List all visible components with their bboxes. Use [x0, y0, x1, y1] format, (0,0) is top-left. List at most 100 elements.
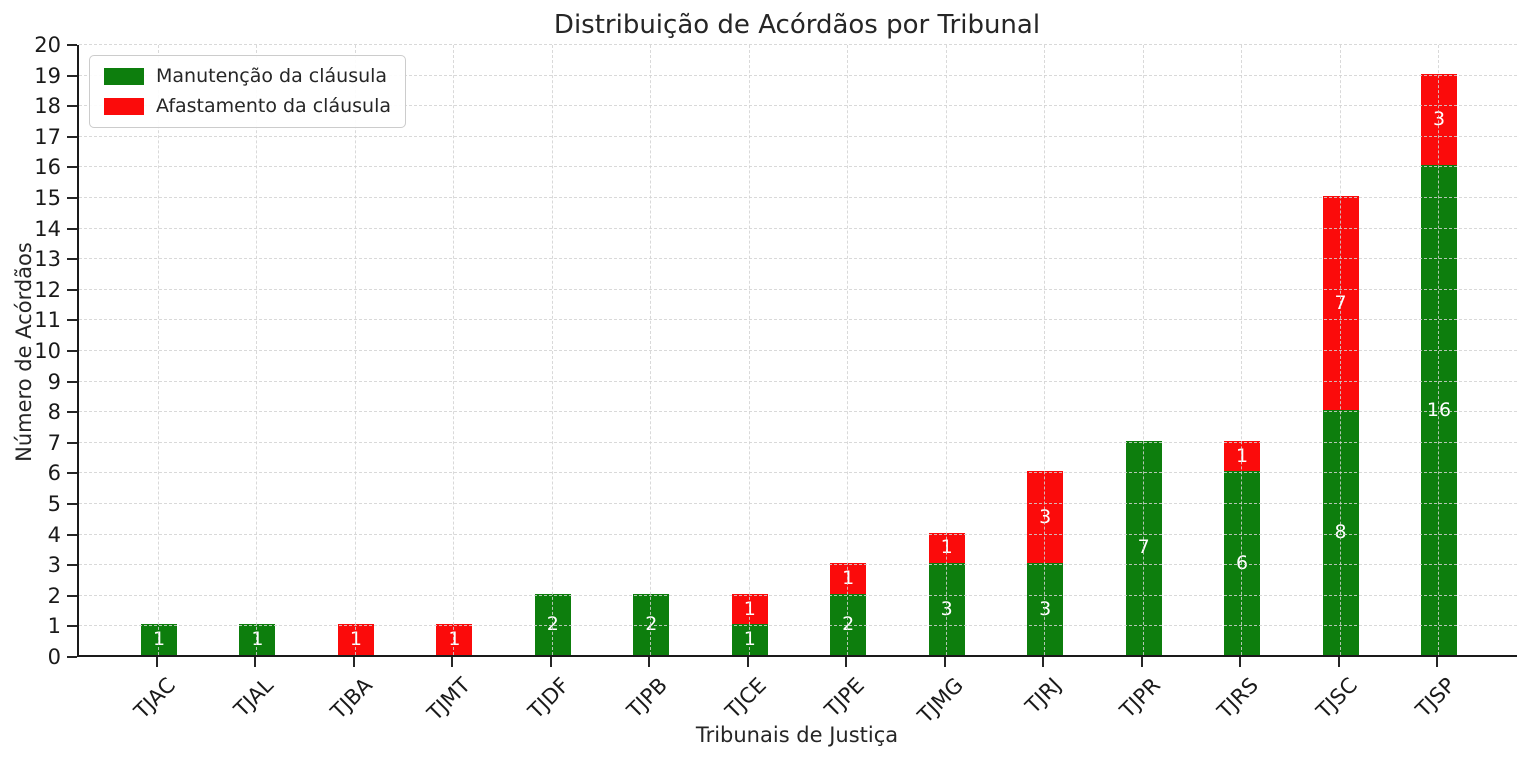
chart-title: Distribuição de Acórdãos por Tribunal	[553, 10, 1041, 40]
x-axis-tick-label: TJAL	[229, 673, 279, 722]
x-axis-tick-label: TJMG	[912, 673, 968, 728]
x-axis-tick-label: TJCE	[720, 673, 771, 724]
x-axis-tick-label: TJSP	[1411, 673, 1460, 722]
x-axis-tick-label: TJPE	[820, 673, 870, 722]
y-axis-tick-label: 10	[34, 339, 61, 363]
legend-swatch-manutencao	[104, 67, 144, 85]
bar-value-label: 1	[1236, 444, 1249, 467]
y-axis-tick-label: 6	[47, 461, 61, 486]
legend: Manutenção da cláusula Afastamento da clá…	[89, 55, 407, 128]
bar-value-label: 6	[1236, 551, 1249, 574]
bar-value-label: 2	[645, 612, 658, 635]
bars-layer: 1 1 1 1 2 2 1 1 2 1 3 1 3 3 7 6 1 8 7 16 3	[79, 45, 1517, 655]
bar-value-label: 1	[251, 628, 264, 651]
bar-value-label: 1	[743, 597, 756, 620]
x-axis-tick	[451, 657, 454, 667]
bar-segment-manutencao: 2	[534, 593, 571, 655]
bar-value-label: 1	[743, 628, 756, 651]
bar-value-label: 1	[349, 628, 362, 651]
bar-segment-manutencao: 1	[141, 624, 177, 655]
x-axis-tick	[1239, 657, 1242, 667]
y-axis-tick-label: 11	[34, 308, 61, 333]
bar-segment-afastamento: 1	[337, 624, 374, 655]
y-axis-tick	[67, 441, 77, 444]
bar-segment-afastamento: 1	[731, 593, 768, 625]
bar-segment-manutencao: 16	[1421, 165, 1457, 655]
bar-value-label: 1	[152, 628, 166, 651]
x-axis-tick	[156, 657, 158, 667]
bar-segment-manutencao: 2	[830, 593, 867, 655]
x-axis-tick-label: TJAC	[129, 673, 180, 724]
bar-value-label: 3	[1039, 597, 1052, 620]
x-axis-tick-label: TJRS	[1212, 673, 1264, 724]
bar-segment-afastamento: 3	[1027, 471, 1064, 564]
legend-label: Afastamento da cláusula	[156, 94, 392, 117]
bar-segment-manutencao: 7	[1125, 440, 1162, 655]
x-axis-tick	[1042, 657, 1045, 667]
y-axis-tick	[67, 533, 77, 536]
bar-value-label: 3	[1039, 505, 1052, 528]
y-axis-tick-label: 4	[47, 522, 61, 547]
bar-value-label: 8	[1334, 521, 1347, 544]
y-axis-tick-label: 17	[34, 124, 61, 149]
y-axis-tick-label: 2	[47, 583, 61, 608]
x-axis-tick	[943, 657, 946, 667]
bar-segment-manutencao: 3	[928, 563, 965, 655]
y-axis-tick-label: 5	[47, 492, 61, 516]
x-axis-tick	[1337, 657, 1340, 667]
bar-segment-afastamento: 1	[436, 624, 473, 655]
y-axis-tick	[67, 472, 77, 475]
y-axis-tick	[67, 564, 77, 567]
x-axis-tick-label: TJMT	[423, 673, 476, 726]
x-axis-label: Tribunais de Justiça	[695, 723, 899, 747]
x-axis-tick	[352, 657, 355, 667]
bar-segment-manutencao: 2	[633, 593, 670, 655]
bar-value-label: 3	[940, 597, 953, 620]
y-axis-tick-label: 20	[34, 33, 61, 57]
y-axis-tick	[67, 656, 77, 658]
legend-swatch-afastamento	[104, 97, 144, 115]
y-axis-tick-label: 12	[34, 277, 61, 302]
bar-value-label: 7	[1137, 536, 1150, 559]
x-axis-tick	[1140, 657, 1143, 667]
bar-value-label: 7	[1334, 291, 1347, 314]
y-axis-tick-label: 18	[34, 94, 61, 119]
y-axis-tick-label: 15	[34, 186, 61, 210]
y-axis-tick-label: 19	[34, 63, 61, 88]
bar-value-label: 3	[1432, 108, 1446, 130]
bar-segment-afastamento: 1	[1224, 440, 1261, 472]
x-axis-tick-label: TJDF	[523, 673, 574, 724]
bar-value-label: 1	[940, 536, 953, 559]
y-axis-tick	[67, 288, 77, 291]
bar-segment-manutencao: 3	[1027, 563, 1064, 655]
y-axis-tick	[67, 227, 77, 230]
y-axis-tick-label: 16	[34, 155, 61, 180]
bar-value-label: 2	[546, 612, 559, 635]
bar-segment-afastamento: 1	[928, 532, 965, 564]
bar-segment-manutencao: 1	[239, 624, 276, 655]
x-axis-tick	[845, 657, 848, 667]
bar-segment-manutencao: 6	[1224, 471, 1261, 655]
y-axis-tick	[67, 625, 77, 628]
y-axis-tick	[67, 166, 77, 169]
y-axis-tick	[67, 105, 77, 108]
legend-item: Afastamento da cláusula	[104, 95, 391, 118]
bar-segment-afastamento: 3	[1421, 73, 1457, 166]
y-axis-tick	[67, 380, 77, 383]
y-axis-tick	[67, 197, 77, 199]
y-axis-tick-label: 1	[47, 614, 61, 639]
bar-segment-afastamento: 7	[1322, 196, 1359, 411]
x-axis-tick	[549, 657, 552, 667]
bar-value-label: 2	[842, 612, 855, 635]
x-axis-tick-label: TJBA	[326, 673, 377, 724]
y-axis-tick-label: 0	[47, 645, 61, 669]
x-axis-tick	[746, 657, 749, 667]
x-axis-tick	[254, 657, 257, 667]
y-axis-tick	[67, 258, 77, 261]
x-axis-tick	[648, 657, 651, 667]
legend-label: Manutenção da cláusula	[156, 65, 388, 87]
y-axis-tick-label: 9	[47, 369, 61, 394]
y-axis-tick-label: 13	[34, 247, 61, 272]
bar-value-label: 1	[448, 628, 461, 651]
y-axis-tick-label: 3	[47, 553, 61, 578]
